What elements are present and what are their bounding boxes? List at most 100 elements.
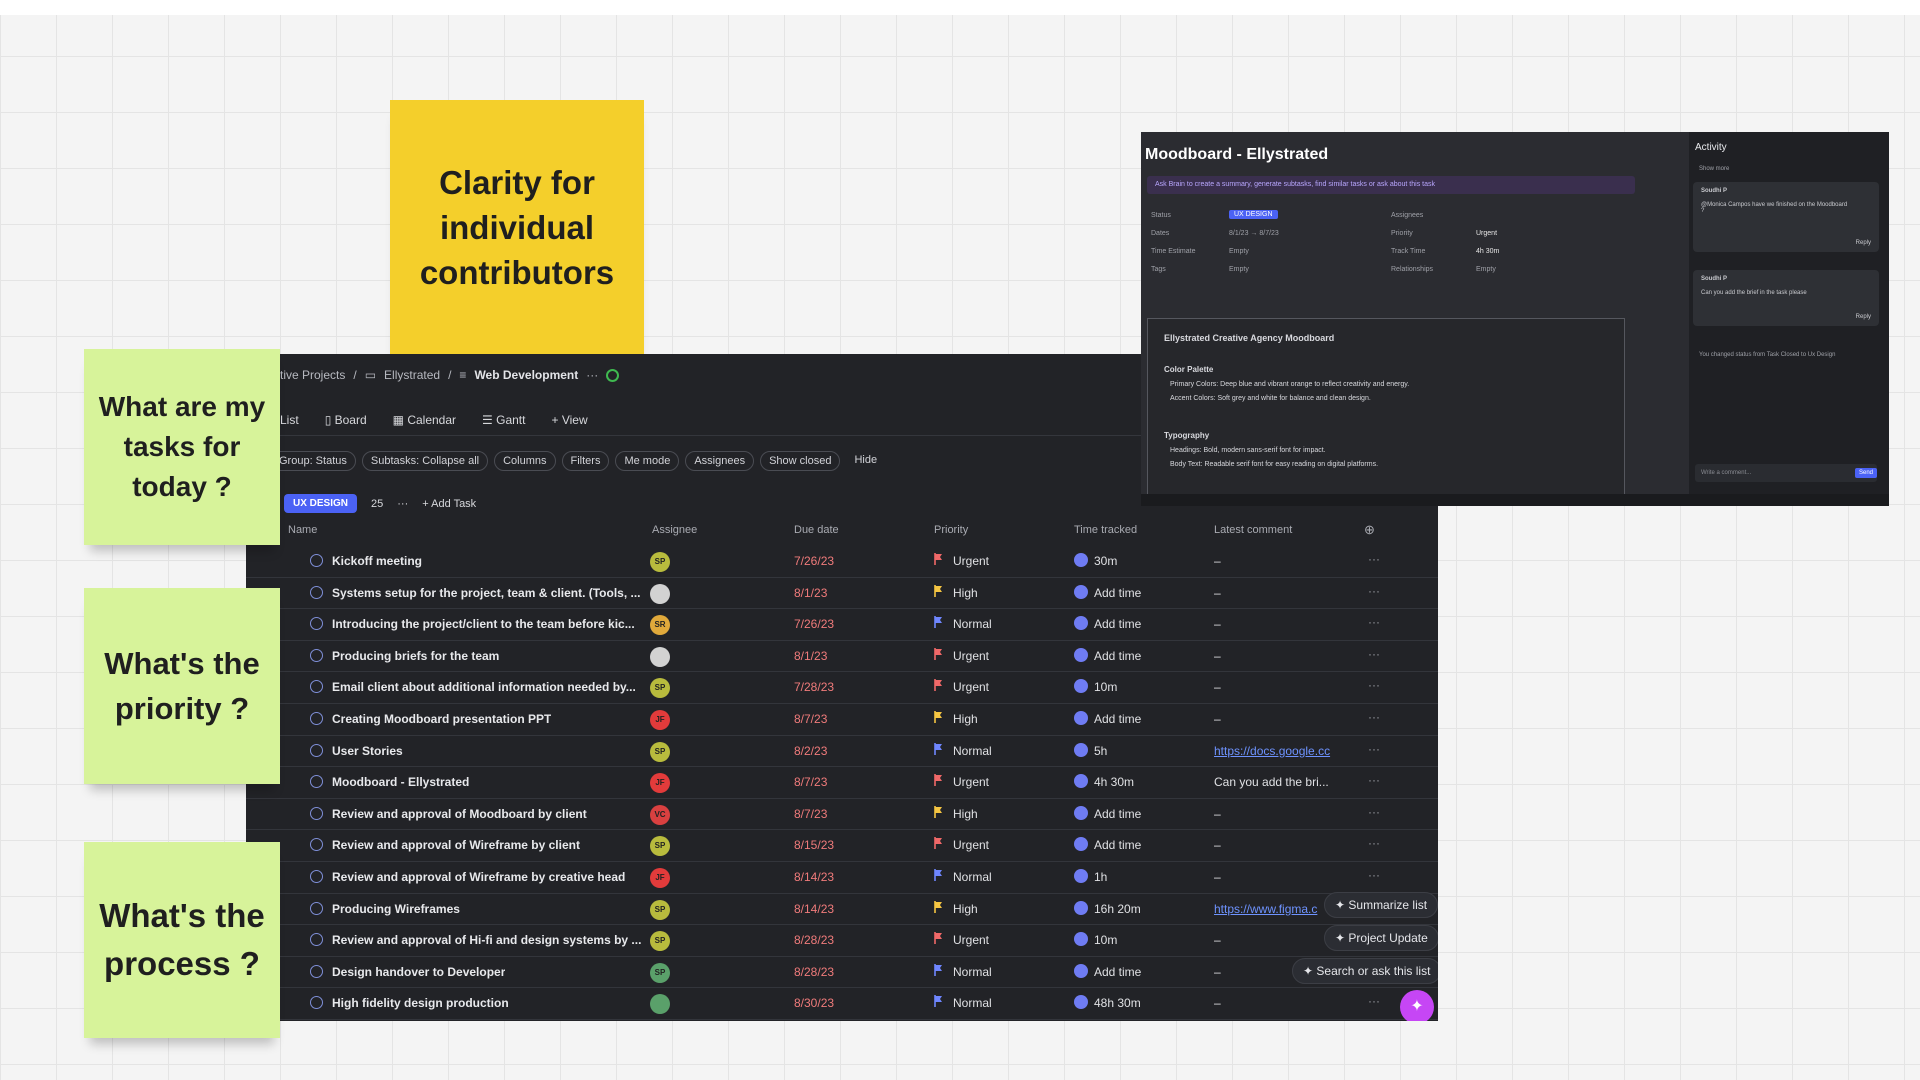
time-tracked[interactable]: Add time [1094, 711, 1142, 726]
task-name[interactable]: Producing Wireframes [332, 901, 460, 916]
priority-value[interactable]: High [953, 901, 978, 916]
play-icon[interactable] [1074, 805, 1088, 820]
tab-list[interactable]: List [280, 412, 299, 427]
col-comment[interactable]: Latest comment [1214, 524, 1293, 536]
table-row[interactable]: Producing Wireframes SP 8/14/23 High 16h 20m… [246, 894, 1438, 926]
due-date[interactable]: 8/1/23 [794, 585, 828, 600]
priority-value[interactable]: Normal [953, 964, 992, 979]
time-tracked[interactable]: 48h 30m [1094, 996, 1141, 1011]
row-more-icon[interactable]: ··· [1368, 994, 1380, 1009]
avatar[interactable] [650, 994, 670, 1015]
task-status-icon[interactable] [310, 933, 323, 947]
due-date[interactable]: 8/14/23 [794, 901, 835, 916]
ai-assistant-icon[interactable]: ✦ [1400, 990, 1434, 1021]
priority-value[interactable]: Urgent [953, 775, 990, 790]
latest-comment[interactable]: https://www.figma.c [1214, 901, 1318, 916]
show-more-link[interactable]: Show more [1699, 166, 1730, 172]
task-name[interactable]: Review and approval of Wireframe by clie… [332, 838, 580, 853]
avatar[interactable]: SR [650, 615, 670, 636]
priority-value[interactable]: Urgent [1476, 230, 1498, 237]
col-due[interactable]: Due date [794, 524, 839, 536]
task-status-icon[interactable] [310, 617, 323, 631]
table-row[interactable]: Review and approval of Wireframe by clie… [246, 830, 1438, 862]
task-name[interactable]: Kickoff meeting [332, 554, 423, 568]
sticky-note-process[interactable]: What's the process ? [84, 842, 280, 1038]
task-name[interactable]: Introducing the project/client to the te… [332, 617, 635, 632]
table-row[interactable]: Creating Moodboard presentation PPT JF 8/7… [246, 704, 1438, 736]
col-name[interactable]: Name [288, 524, 318, 536]
priority-value[interactable]: Normal [953, 996, 992, 1011]
time-tracked[interactable]: Add time [1094, 648, 1142, 663]
add-view-button[interactable]: + View [551, 412, 588, 427]
tab-gantt[interactable]: ☰ Gantt [482, 412, 526, 427]
task-name[interactable]: High fidelity design production [332, 996, 509, 1011]
table-row[interactable]: Moodboard - Ellystrated JF 8/7/23 Urgent 4h … [246, 767, 1438, 799]
relationships-value[interactable]: Empty [1476, 266, 1496, 273]
play-icon[interactable] [1074, 710, 1088, 725]
play-icon[interactable] [1074, 963, 1088, 978]
breadcrumb-folder[interactable]: Ellystrated [384, 368, 441, 382]
latest-comment[interactable]: https://docs.google.cc [1214, 743, 1331, 758]
summarize-list-button[interactable]: ✦ Summarize list [1324, 892, 1438, 918]
priority-value[interactable]: Urgent [953, 838, 990, 853]
col-assignee[interactable]: Assignee [652, 524, 698, 536]
task-name[interactable]: Email client about additional informatio… [332, 680, 636, 695]
play-icon[interactable] [1074, 868, 1088, 883]
table-row[interactable]: Introducing the project/client to the te… [246, 609, 1438, 641]
row-more-icon[interactable]: ··· [1368, 709, 1380, 724]
row-more-icon[interactable]: ··· [1368, 836, 1380, 851]
priority-value[interactable]: Urgent [953, 680, 990, 695]
group-chip[interactable]: Group: Status [270, 451, 356, 471]
task-name[interactable]: User Stories [332, 743, 403, 758]
assignees-chip[interactable]: Assignees [685, 451, 755, 471]
task-name[interactable]: Moodboard - Ellystrated [332, 775, 470, 790]
table-row[interactable]: Email client about additional informatio… [246, 672, 1438, 704]
table-row[interactable]: Review and approval of Moodboard by clie… [246, 799, 1438, 831]
play-icon[interactable] [1074, 679, 1088, 694]
avatar[interactable]: SP [650, 552, 670, 572]
group-status-badge[interactable]: UX DESIGN [284, 494, 358, 513]
task-status-icon[interactable] [310, 996, 323, 1010]
due-date[interactable]: 8/30/23 [794, 996, 835, 1011]
row-more-icon[interactable]: ··· [1368, 741, 1380, 756]
priority-value[interactable]: Normal [953, 617, 992, 632]
task-status-icon[interactable] [310, 554, 323, 567]
sticky-note-tasks[interactable]: What are my tasks for today ? [84, 349, 280, 545]
priority-value[interactable]: Urgent [953, 554, 990, 568]
play-icon[interactable] [1074, 647, 1088, 662]
task-status-icon[interactable] [310, 806, 323, 820]
sticky-note-clarity[interactable]: Clarity for individual contributors [390, 100, 644, 354]
time-tracked[interactable]: 16h 20m [1094, 901, 1141, 916]
task-status-icon[interactable] [310, 585, 323, 599]
avatar[interactable]: SP [650, 741, 670, 762]
ask-list-button[interactable]: ✦ Search or ask this list [1292, 958, 1438, 984]
time-tracked[interactable]: 4h 30m [1094, 775, 1135, 790]
priority-value[interactable]: Urgent [953, 648, 990, 663]
task-status-icon[interactable] [310, 869, 323, 883]
show-closed-chip[interactable]: Show closed [760, 451, 841, 471]
project-update-button[interactable]: ✦ Project Update [1324, 925, 1438, 951]
task-name[interactable]: Creating Moodboard presentation PPT [332, 711, 552, 726]
due-date[interactable]: 7/26/23 [794, 617, 835, 632]
avatar[interactable]: JF [650, 773, 670, 794]
estimate-value[interactable]: Empty [1229, 248, 1249, 255]
table-row[interactable]: Systems setup for the project, team & cl… [246, 578, 1438, 610]
priority-value[interactable]: Normal [953, 743, 992, 758]
col-time[interactable]: Time tracked [1074, 524, 1138, 536]
time-tracked[interactable]: Add time [1094, 617, 1142, 632]
time-tracked[interactable]: Add time [1094, 585, 1142, 600]
table-row[interactable]: Review and approval of Hi-fi and design … [246, 925, 1438, 957]
table-row[interactable]: Review and approval of Wireframe by crea… [246, 862, 1438, 894]
play-icon[interactable] [1074, 616, 1088, 631]
time-tracked[interactable]: 10m [1094, 933, 1118, 948]
play-icon[interactable] [1074, 774, 1088, 789]
me-mode-chip[interactable]: Me mode [615, 451, 680, 471]
table-row[interactable]: User Stories SP 8/2/23 Normal 5h https://docs… [246, 736, 1438, 768]
add-column-icon[interactable]: ⊕ [1364, 522, 1375, 537]
time-tracked[interactable]: Add time [1094, 838, 1142, 853]
time-tracked[interactable]: 1h [1094, 869, 1108, 884]
due-date[interactable]: 8/7/23 [794, 711, 828, 726]
play-icon[interactable] [1074, 742, 1088, 757]
task-status-icon[interactable] [310, 838, 323, 852]
tab-board[interactable]: ▯ Board [324, 412, 367, 427]
